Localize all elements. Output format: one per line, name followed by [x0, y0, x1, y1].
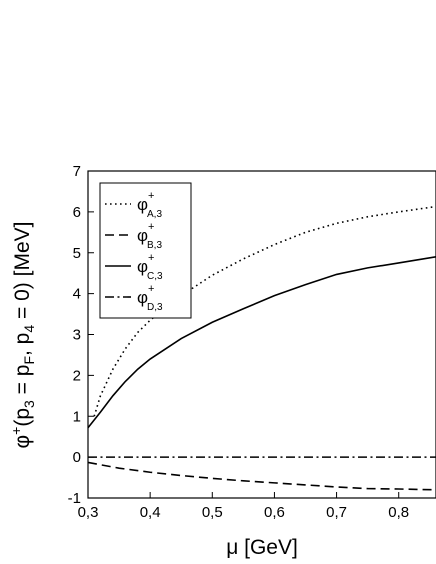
legend-label: φ+ B,3 — [137, 221, 162, 251]
y-tick-label: 7 — [73, 163, 81, 180]
y-tick-label: 5 — [73, 245, 81, 262]
x-tick-label: 0,4 — [140, 504, 161, 521]
y-tick-label: 4 — [73, 286, 81, 303]
y-tick-label: 0 — [73, 449, 81, 466]
y-tick-label: -1 — [68, 490, 81, 507]
y-axis-title: φ+(p3 = pF, p4 = 0) [MeV] — [8, 222, 37, 449]
y-tick-label: 3 — [73, 327, 81, 344]
legend-label: φ+ D,3 — [137, 283, 163, 313]
x-tick-label: 0,7 — [326, 504, 347, 521]
series-line-a-3 — [93, 205, 436, 417]
x-tick-label: 0,3 — [78, 504, 99, 521]
y-tick-label: 1 — [73, 408, 81, 425]
y-tick-label: 2 — [73, 367, 81, 384]
series-lines — [87, 205, 436, 491]
legend-label: φ+ A,3 — [137, 190, 162, 220]
legend-box — [99, 182, 192, 319]
x-tick-label: 0,6 — [264, 504, 285, 521]
y-tick-label: 6 — [73, 204, 81, 221]
series-line-c-3 — [87, 256, 436, 429]
legend: φ+ A,3φ+ B,3φ+ C,3φ+ D,3 — [99, 182, 192, 319]
x-tick-label: 0,8 — [388, 504, 409, 521]
axis-ticks: 0,3 0,4 0,5 0,6 0,7 0,8 -1 0 1 2 3 4 5 6 7 — [68, 163, 409, 521]
x-tick-label: 0,5 — [202, 504, 223, 521]
legend-label: φ+ C,3 — [137, 252, 163, 282]
x-axis-title: μ [GeV] — [226, 536, 298, 559]
series-line-b-3 — [87, 461, 436, 491]
